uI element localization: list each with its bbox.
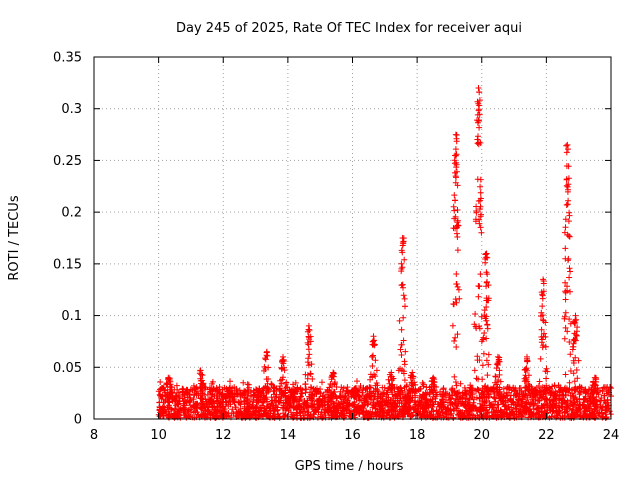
x-tick-label: 8 [90,428,98,443]
x-axis-title: GPS time / hours [295,459,404,474]
x-tick-label: 22 [538,428,555,443]
axis-ticks [93,56,612,420]
data-points [155,85,614,421]
x-tick-label: 14 [280,428,297,443]
x-tick-label: 18 [409,428,426,443]
y-tick-label: 0.3 [61,102,82,117]
y-tick-label: 0 [74,413,82,428]
y-tick-label: 0.35 [53,51,82,66]
y-tick-label: 0.15 [53,257,82,272]
grid-lines [94,57,611,419]
x-tick-label: 12 [215,428,232,443]
x-tick-label: 10 [150,428,167,443]
y-tick-label: 0.25 [53,154,82,169]
roti-series-markers [155,85,614,421]
y-tick-label: 0.2 [61,206,82,221]
x-tick-label: 20 [473,428,490,443]
chart-title: Day 245 of 2025, Rate Of TEC Index for r… [176,21,522,36]
y-tick-label: 0.05 [53,361,82,376]
y-axis-title: ROTI / TECUs [7,195,22,280]
y-tick-label: 0.1 [61,309,82,324]
x-tick-label: 24 [603,428,620,443]
x-tick-label: 16 [344,428,361,443]
